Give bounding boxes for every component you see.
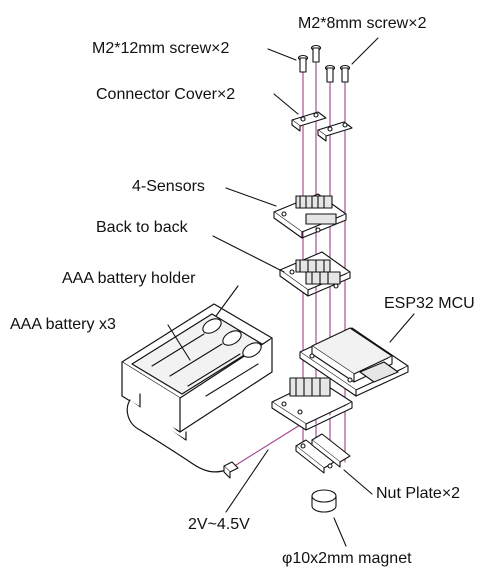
label-connector-cover: Connector Cover×2 <box>96 86 236 103</box>
connector-covers <box>291 111 353 142</box>
back-to-back-board <box>279 251 351 297</box>
leader-lines <box>167 37 415 547</box>
screws-8mm <box>324 64 351 83</box>
nut-plates <box>295 433 351 474</box>
batteries <box>151 318 262 397</box>
battery-holder <box>121 303 273 473</box>
label-screw-8mm: M2*8mm screw×2 <box>298 15 427 32</box>
sensors-board <box>273 193 347 239</box>
label-battery-holder: AAA battery holder <box>62 270 196 287</box>
label-sensors: 4-Sensors <box>132 178 205 195</box>
label-esp32: ESP32 MCU <box>384 295 475 312</box>
label-back-to-back: Back to back <box>96 219 188 236</box>
esp32-board <box>299 327 409 397</box>
label-magnet: φ10x2mm magnet <box>282 550 412 567</box>
screws-12mm <box>297 44 322 73</box>
battery-connector-plug <box>223 461 239 479</box>
base-board <box>271 377 353 431</box>
label-nut-plate: Nut Plate×2 <box>376 485 461 502</box>
label-voltage: 2V~4.5V <box>188 516 250 533</box>
magnet <box>311 489 337 513</box>
label-battery: AAA battery x3 <box>10 316 116 333</box>
label-screw-12mm: M2*12mm screw×2 <box>92 40 230 57</box>
